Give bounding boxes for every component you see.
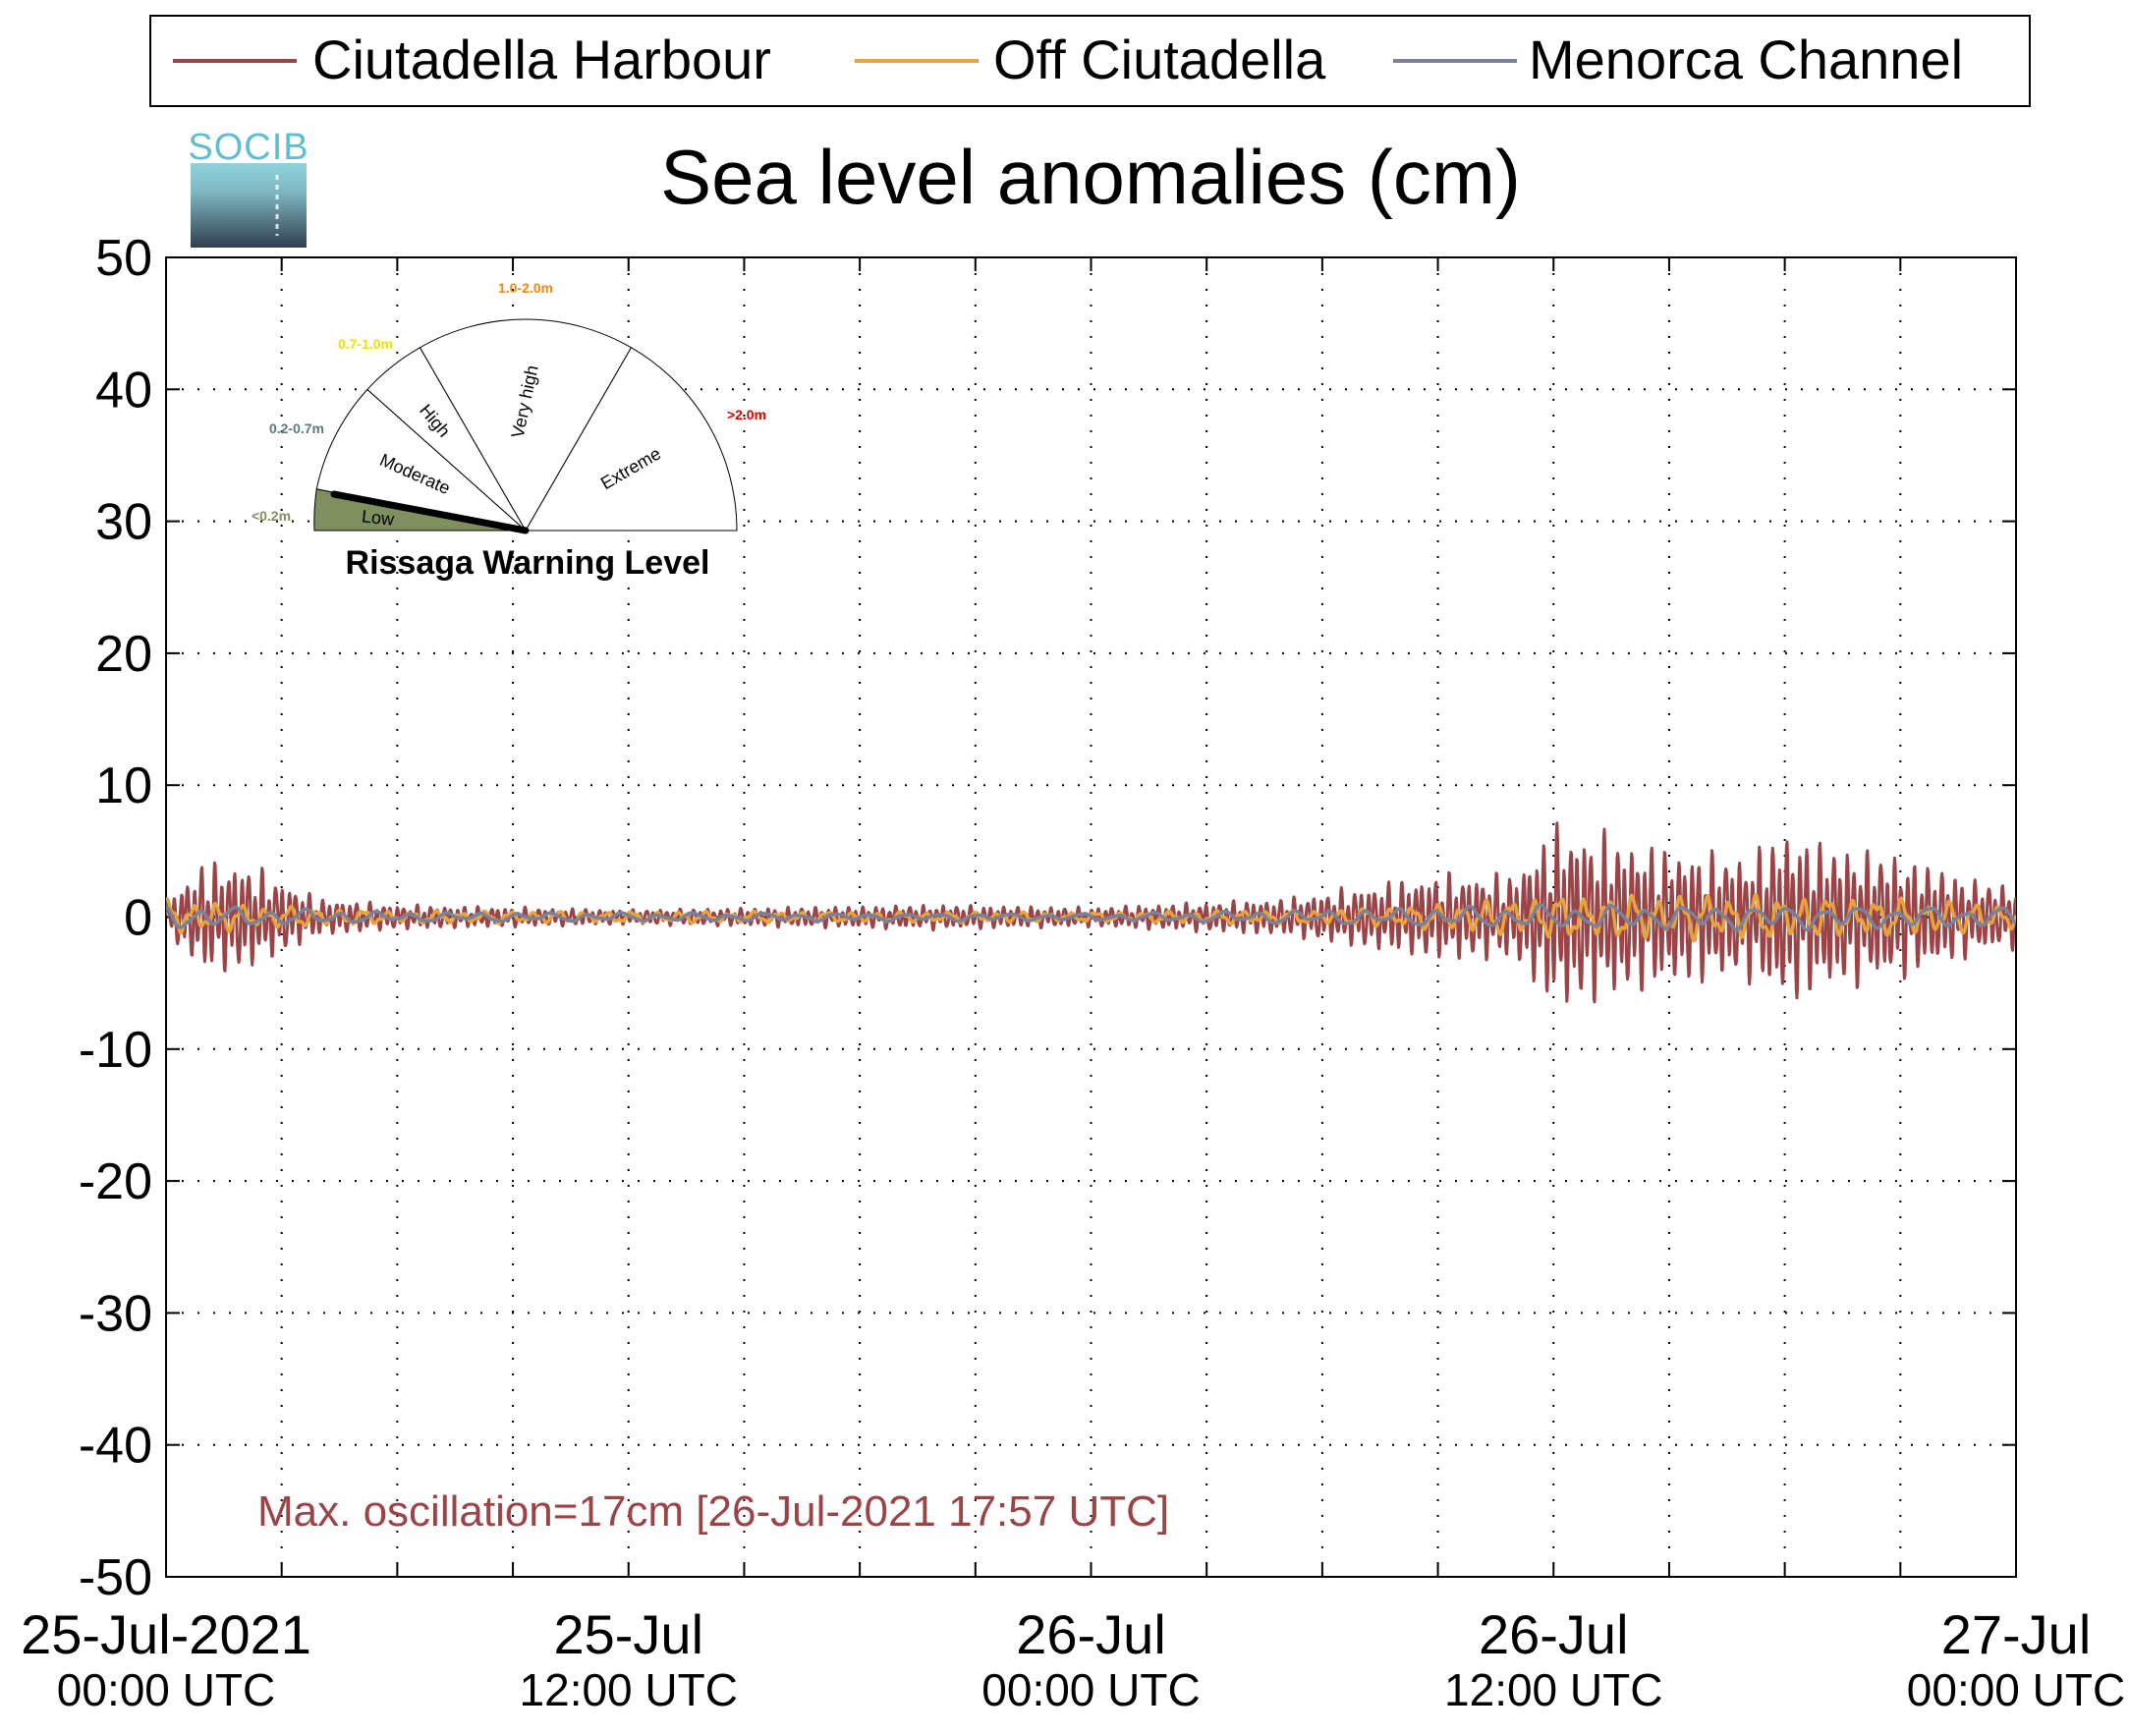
y-tick-label: 50: [95, 230, 152, 287]
legend-label-menorca-channel: Menorca Channel: [1529, 28, 1963, 90]
x-tick-label-time: 00:00 UTC: [57, 1664, 275, 1715]
legend-label-off-ciutadella: Off Ciutadella: [993, 28, 1326, 90]
y-tick-label: 30: [95, 494, 152, 551]
max-oscillation-annotation: Max. oscillation=17cm [26-Jul-2021 17:57…: [257, 1487, 1169, 1536]
x-tick-label-date: 25-Jul-2021: [21, 1603, 311, 1665]
y-tick-label: -50: [79, 1549, 152, 1606]
gauge-range-very-high: 1.0-2.0m: [498, 280, 553, 296]
gauge-range-low: <0.2m: [252, 508, 291, 524]
x-tick-label-time: 12:00 UTC: [520, 1664, 738, 1715]
gauge-range-moderate: 0.2-0.7m: [269, 420, 324, 436]
legend: Ciutadella Harbour Off Ciutadella Menorc…: [149, 15, 2031, 107]
series-line-ciutadella-harbour: [166, 821, 2016, 1004]
socib-logo: SOCIB: [188, 127, 308, 248]
x-tick-label-time: 12:00 UTC: [1444, 1664, 1662, 1715]
gauge-title: Rissaga Warning Level: [346, 544, 710, 582]
y-tick-label: 40: [95, 362, 152, 419]
gauge-needle: [330, 490, 530, 534]
y-tick-label: 10: [95, 757, 152, 814]
gauge-label-low: Low: [361, 506, 396, 529]
y-tick-label: 0: [124, 890, 152, 947]
socib-logo-text: SOCIB: [188, 127, 308, 168]
x-tick-label-date: 26-Jul: [1016, 1603, 1166, 1665]
chart-title: Sea level anomalies (cm): [660, 134, 1521, 220]
x-tick-label-time: 00:00 UTC: [1907, 1664, 2125, 1715]
gauge-range-extreme: >2.0m: [727, 407, 766, 422]
x-tick-label-date: 26-Jul: [1479, 1603, 1629, 1665]
y-tick-label: -10: [79, 1022, 152, 1079]
series-line-menorca-channel: [166, 903, 2016, 932]
x-tick-label-time: 00:00 UTC: [981, 1664, 1200, 1715]
x-tick-label-date: 25-Jul: [553, 1603, 703, 1665]
series-lines: [166, 821, 2016, 1004]
y-tick-label: -30: [79, 1285, 152, 1342]
legend-label-ciutadella-harbour: Ciutadella Harbour: [312, 28, 771, 90]
y-tick-label: 20: [95, 626, 152, 683]
x-tick-label-date: 27-Jul: [1941, 1603, 2092, 1665]
rissaga-warning-gauge: Low Moderate High Very high Extreme <0.2…: [252, 280, 766, 582]
series-line-off-ciutadella: [166, 893, 2016, 943]
gauge-range-high: 0.7-1.0m: [338, 336, 393, 352]
y-tick-label: -40: [79, 1418, 152, 1475]
y-axis: 50 40 30 20 10 0 -10 -20 -30 -40 -50: [79, 230, 2016, 1606]
y-tick-label: -20: [79, 1153, 152, 1210]
